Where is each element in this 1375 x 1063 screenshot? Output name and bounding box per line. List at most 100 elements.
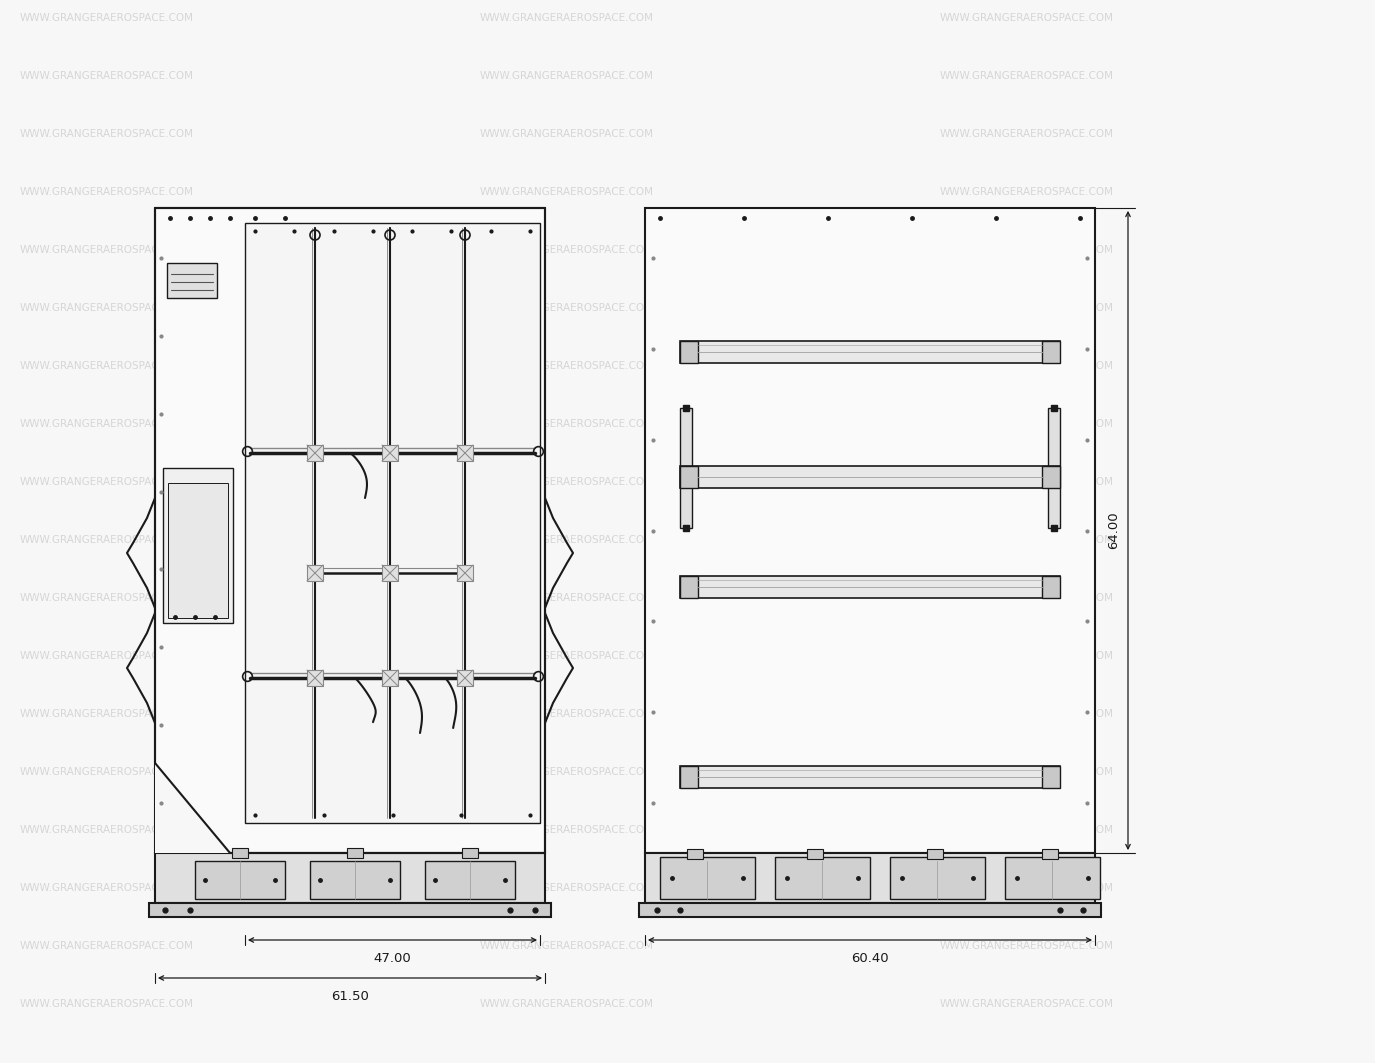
Bar: [1042, 466, 1060, 488]
Text: WWW.GRANGERAEROSPACE.COM: WWW.GRANGERAEROSPACE.COM: [941, 941, 1114, 951]
Text: WWW.GRANGERAEROSPACE.COM: WWW.GRANGERAEROSPACE.COM: [480, 825, 654, 836]
Text: WWW.GRANGERAEROSPACE.COM: WWW.GRANGERAEROSPACE.COM: [21, 883, 194, 893]
Bar: [645, 208, 1094, 853]
Text: WWW.GRANGERAEROSPACE.COM: WWW.GRANGERAEROSPACE.COM: [941, 71, 1114, 81]
Bar: [168, 483, 228, 618]
Text: WWW.GRANGERAEROSPACE.COM: WWW.GRANGERAEROSPACE.COM: [941, 825, 1114, 836]
Text: WWW.GRANGERAEROSPACE.COM: WWW.GRANGERAEROSPACE.COM: [21, 303, 194, 313]
Text: WWW.GRANGERAEROSPACE.COM: WWW.GRANGERAEROSPACE.COM: [21, 244, 194, 255]
Text: WWW.GRANGERAEROSPACE.COM: WWW.GRANGERAEROSPACE.COM: [941, 361, 1114, 371]
Text: WWW.GRANGERAEROSPACE.COM: WWW.GRANGERAEROSPACE.COM: [941, 303, 1114, 313]
Text: WWW.GRANGERAEROSPACE.COM: WWW.GRANGERAEROSPACE.COM: [480, 535, 654, 545]
Text: WWW.GRANGERAEROSPACE.COM: WWW.GRANGERAEROSPACE.COM: [480, 999, 654, 1009]
Text: WWW.GRANGERAEROSPACE.COM: WWW.GRANGERAEROSPACE.COM: [480, 13, 654, 23]
Text: WWW.GRANGERAEROSPACE.COM: WWW.GRANGERAEROSPACE.COM: [480, 709, 654, 719]
Text: WWW.GRANGERAEROSPACE.COM: WWW.GRANGERAEROSPACE.COM: [21, 767, 194, 777]
Bar: [382, 670, 397, 686]
Text: WWW.GRANGERAEROSPACE.COM: WWW.GRANGERAEROSPACE.COM: [941, 651, 1114, 661]
Bar: [456, 445, 473, 461]
Bar: [155, 208, 544, 853]
Text: WWW.GRANGERAEROSPACE.COM: WWW.GRANGERAEROSPACE.COM: [480, 477, 654, 487]
Bar: [681, 766, 1060, 788]
Bar: [1042, 849, 1057, 859]
Text: 47.00: 47.00: [374, 952, 411, 965]
Text: WWW.GRANGERAEROSPACE.COM: WWW.GRANGERAEROSPACE.COM: [21, 825, 194, 836]
Text: WWW.GRANGERAEROSPACE.COM: WWW.GRANGERAEROSPACE.COM: [480, 593, 654, 603]
Bar: [166, 263, 217, 298]
Text: WWW.GRANGERAEROSPACE.COM: WWW.GRANGERAEROSPACE.COM: [21, 129, 194, 139]
Bar: [1042, 576, 1060, 598]
Text: WWW.GRANGERAEROSPACE.COM: WWW.GRANGERAEROSPACE.COM: [941, 535, 1114, 545]
Bar: [164, 468, 232, 623]
Text: WWW.GRANGERAEROSPACE.COM: WWW.GRANGERAEROSPACE.COM: [480, 129, 654, 139]
Text: 60.40: 60.40: [851, 952, 888, 965]
Text: WWW.GRANGERAEROSPACE.COM: WWW.GRANGERAEROSPACE.COM: [941, 244, 1114, 255]
Bar: [462, 848, 478, 858]
Bar: [681, 466, 1060, 488]
Text: WWW.GRANGERAEROSPACE.COM: WWW.GRANGERAEROSPACE.COM: [21, 477, 194, 487]
Text: WWW.GRANGERAEROSPACE.COM: WWW.GRANGERAEROSPACE.COM: [21, 187, 194, 197]
Text: WWW.GRANGERAEROSPACE.COM: WWW.GRANGERAEROSPACE.COM: [480, 941, 654, 951]
Text: WWW.GRANGERAEROSPACE.COM: WWW.GRANGERAEROSPACE.COM: [480, 419, 654, 429]
Text: WWW.GRANGERAEROSPACE.COM: WWW.GRANGERAEROSPACE.COM: [941, 767, 1114, 777]
Bar: [807, 849, 824, 859]
Bar: [890, 857, 984, 899]
Bar: [688, 849, 703, 859]
Text: WWW.GRANGERAEROSPACE.COM: WWW.GRANGERAEROSPACE.COM: [21, 535, 194, 545]
Bar: [346, 848, 363, 858]
Text: WWW.GRANGERAEROSPACE.COM: WWW.GRANGERAEROSPACE.COM: [480, 651, 654, 661]
Bar: [155, 853, 544, 902]
Bar: [307, 670, 323, 686]
Text: WWW.GRANGERAEROSPACE.COM: WWW.GRANGERAEROSPACE.COM: [21, 941, 194, 951]
Text: WWW.GRANGERAEROSPACE.COM: WWW.GRANGERAEROSPACE.COM: [941, 709, 1114, 719]
Text: WWW.GRANGERAEROSPACE.COM: WWW.GRANGERAEROSPACE.COM: [941, 593, 1114, 603]
Bar: [681, 766, 698, 788]
Text: WWW.GRANGERAEROSPACE.COM: WWW.GRANGERAEROSPACE.COM: [480, 187, 654, 197]
Bar: [681, 341, 698, 362]
Bar: [195, 861, 285, 899]
Bar: [681, 408, 692, 528]
Bar: [307, 566, 323, 581]
Text: WWW.GRANGERAEROSPACE.COM: WWW.GRANGERAEROSPACE.COM: [21, 651, 194, 661]
Text: WWW.GRANGERAEROSPACE.COM: WWW.GRANGERAEROSPACE.COM: [941, 419, 1114, 429]
Bar: [1005, 857, 1100, 899]
Bar: [681, 341, 1060, 362]
Text: WWW.GRANGERAEROSPACE.COM: WWW.GRANGERAEROSPACE.COM: [480, 303, 654, 313]
Bar: [1042, 766, 1060, 788]
Bar: [681, 576, 1060, 598]
Text: WWW.GRANGERAEROSPACE.COM: WWW.GRANGERAEROSPACE.COM: [21, 419, 194, 429]
Text: WWW.GRANGERAEROSPACE.COM: WWW.GRANGERAEROSPACE.COM: [480, 883, 654, 893]
Bar: [927, 849, 943, 859]
Text: WWW.GRANGERAEROSPACE.COM: WWW.GRANGERAEROSPACE.COM: [21, 709, 194, 719]
Text: 61.50: 61.50: [331, 990, 369, 1003]
Bar: [681, 466, 698, 488]
Polygon shape: [155, 763, 230, 853]
Text: WWW.GRANGERAEROSPACE.COM: WWW.GRANGERAEROSPACE.COM: [21, 71, 194, 81]
Text: WWW.GRANGERAEROSPACE.COM: WWW.GRANGERAEROSPACE.COM: [941, 883, 1114, 893]
Text: WWW.GRANGERAEROSPACE.COM: WWW.GRANGERAEROSPACE.COM: [941, 13, 1114, 23]
Text: WWW.GRANGERAEROSPACE.COM: WWW.GRANGERAEROSPACE.COM: [21, 999, 194, 1009]
Bar: [645, 853, 1094, 902]
Bar: [382, 445, 397, 461]
Text: WWW.GRANGERAEROSPACE.COM: WWW.GRANGERAEROSPACE.COM: [21, 13, 194, 23]
Text: WWW.GRANGERAEROSPACE.COM: WWW.GRANGERAEROSPACE.COM: [941, 477, 1114, 487]
Bar: [681, 576, 698, 598]
Text: 64.00: 64.00: [1107, 511, 1121, 550]
Bar: [232, 848, 248, 858]
Text: WWW.GRANGERAEROSPACE.COM: WWW.GRANGERAEROSPACE.COM: [480, 244, 654, 255]
Bar: [148, 902, 551, 917]
Text: WWW.GRANGERAEROSPACE.COM: WWW.GRANGERAEROSPACE.COM: [480, 361, 654, 371]
Bar: [1048, 408, 1060, 528]
Bar: [639, 902, 1101, 917]
Bar: [245, 223, 540, 823]
Text: WWW.GRANGERAEROSPACE.COM: WWW.GRANGERAEROSPACE.COM: [21, 361, 194, 371]
Text: WWW.GRANGERAEROSPACE.COM: WWW.GRANGERAEROSPACE.COM: [480, 767, 654, 777]
Bar: [660, 857, 755, 899]
Text: WWW.GRANGERAEROSPACE.COM: WWW.GRANGERAEROSPACE.COM: [480, 71, 654, 81]
Text: WWW.GRANGERAEROSPACE.COM: WWW.GRANGERAEROSPACE.COM: [941, 129, 1114, 139]
Text: WWW.GRANGERAEROSPACE.COM: WWW.GRANGERAEROSPACE.COM: [941, 187, 1114, 197]
Bar: [456, 566, 473, 581]
Bar: [382, 566, 397, 581]
Text: WWW.GRANGERAEROSPACE.COM: WWW.GRANGERAEROSPACE.COM: [941, 999, 1114, 1009]
Bar: [456, 670, 473, 686]
